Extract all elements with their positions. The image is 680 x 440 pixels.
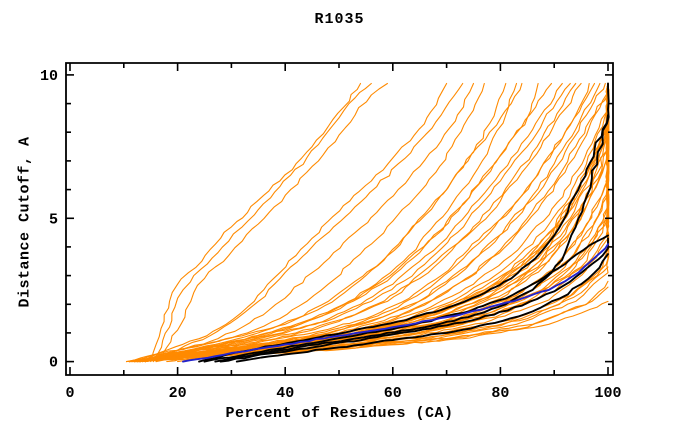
y-tick-label: 10 bbox=[40, 68, 58, 85]
y-tick-label: 0 bbox=[49, 355, 58, 372]
x-tick-label: 20 bbox=[169, 385, 187, 402]
curve-predictions-39 bbox=[144, 82, 610, 363]
curve-predictions-26 bbox=[128, 82, 610, 363]
curve-predictions-5 bbox=[144, 82, 464, 363]
axes-box bbox=[65, 62, 614, 376]
curve-predictions-31 bbox=[144, 82, 610, 363]
curve-predictions-2 bbox=[152, 82, 372, 363]
x-axis-label: Percent of Residues (CA) bbox=[225, 405, 454, 422]
curve-predictions-3 bbox=[155, 82, 388, 363]
x-tick-label: 0 bbox=[65, 385, 74, 402]
curve-predictions-12 bbox=[134, 82, 563, 363]
curve-predictions-9 bbox=[139, 82, 523, 363]
x-tick-label: 100 bbox=[594, 385, 621, 402]
curve-predictions-44 bbox=[128, 82, 610, 363]
curve-highlighted-black-5 bbox=[219, 237, 609, 363]
x-tick-label: 40 bbox=[276, 385, 294, 402]
curve-highlighted-black-1 bbox=[214, 82, 610, 363]
curve-predictions-52 bbox=[128, 82, 518, 363]
curve-predictions-15 bbox=[139, 82, 582, 363]
curve-predictions-34 bbox=[131, 82, 610, 363]
curve-predictions-11 bbox=[142, 82, 553, 363]
curve-predictions-21 bbox=[139, 82, 609, 363]
curve-predictions-36 bbox=[128, 82, 610, 363]
curve-predictions-13 bbox=[144, 82, 571, 363]
curve-predictions-25 bbox=[144, 82, 610, 363]
curve-highlighted-black-3 bbox=[235, 253, 609, 363]
curve-predictions-1 bbox=[150, 82, 362, 363]
curve-predictions-35 bbox=[144, 82, 610, 363]
curve-predictions-6 bbox=[142, 82, 475, 363]
curve-highlighted-blue-1 bbox=[182, 243, 609, 363]
y-tick-label: 5 bbox=[49, 211, 58, 228]
curve-predictions-40 bbox=[128, 82, 610, 363]
x-tick-label: 60 bbox=[384, 385, 402, 402]
curve-predictions-30 bbox=[131, 82, 610, 363]
curve-predictions-17 bbox=[142, 82, 596, 363]
curve-predictions-22 bbox=[125, 82, 610, 363]
x-tick-label: 80 bbox=[491, 385, 509, 402]
plot-title: R1035 bbox=[314, 11, 365, 28]
curve-predictions-8 bbox=[125, 82, 507, 363]
curve-predictions-4 bbox=[139, 82, 448, 363]
